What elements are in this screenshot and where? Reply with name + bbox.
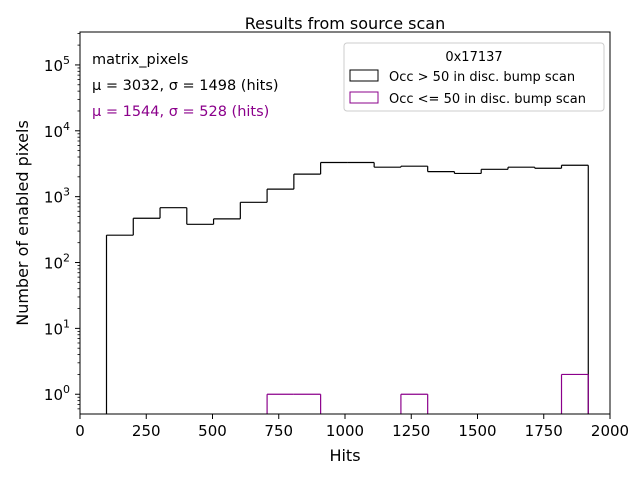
legend-swatch-purple bbox=[349, 91, 379, 104]
x-tick-label: 1500 bbox=[458, 422, 496, 440]
y-tick-label: 100 bbox=[44, 383, 70, 404]
y-axis-ticks: 100 101 102 103 104 105 bbox=[44, 33, 80, 410]
x-tick-label: 1000 bbox=[326, 422, 364, 440]
y-tick-label: 102 bbox=[44, 252, 70, 273]
x-tick-label: 1750 bbox=[525, 422, 563, 440]
x-tick-label: 500 bbox=[198, 422, 227, 440]
x-tick-label: 0 bbox=[75, 422, 85, 440]
y-tick-label: 103 bbox=[44, 186, 70, 207]
series-1 bbox=[266, 373, 589, 414]
y-tick-label: 104 bbox=[44, 120, 70, 141]
legend-box bbox=[343, 42, 605, 112]
legend: 0x17137 Occ > 50 in disc. bump scan Occ … bbox=[343, 42, 605, 112]
annotation-stats-black: μ = 3032, σ = 1498 (hits) bbox=[92, 78, 279, 94]
x-tick-label: 250 bbox=[132, 422, 161, 440]
annotation-dataset-name: matrix_pixels bbox=[92, 52, 188, 68]
y-axis-label: Number of enabled pixels bbox=[13, 120, 32, 326]
plot-area bbox=[105, 161, 589, 414]
legend-swatch-black bbox=[349, 69, 379, 82]
series-0 bbox=[105, 161, 589, 414]
annotation-stats-purple: μ = 1544, σ = 528 (hits) bbox=[92, 104, 269, 120]
plot-frame bbox=[79, 31, 611, 415]
y-tick-label: 105 bbox=[44, 54, 70, 75]
x-axis-ticks: 0 250 500 750 1000 1250 1500 1750 2000 bbox=[75, 414, 629, 440]
x-tick-label: 750 bbox=[264, 422, 293, 440]
legend-label-black: Occ > 50 in disc. bump scan bbox=[389, 70, 575, 85]
x-tick-label: 2000 bbox=[591, 422, 629, 440]
x-axis-label: Hits bbox=[329, 446, 360, 465]
legend-label-purple: Occ <= 50 in disc. bump scan bbox=[389, 92, 586, 107]
chart-title: Results from source scan bbox=[245, 14, 445, 33]
y-tick-label: 101 bbox=[44, 317, 70, 338]
x-tick-label: 1250 bbox=[392, 422, 430, 440]
legend-title: 0x17137 bbox=[445, 50, 502, 65]
